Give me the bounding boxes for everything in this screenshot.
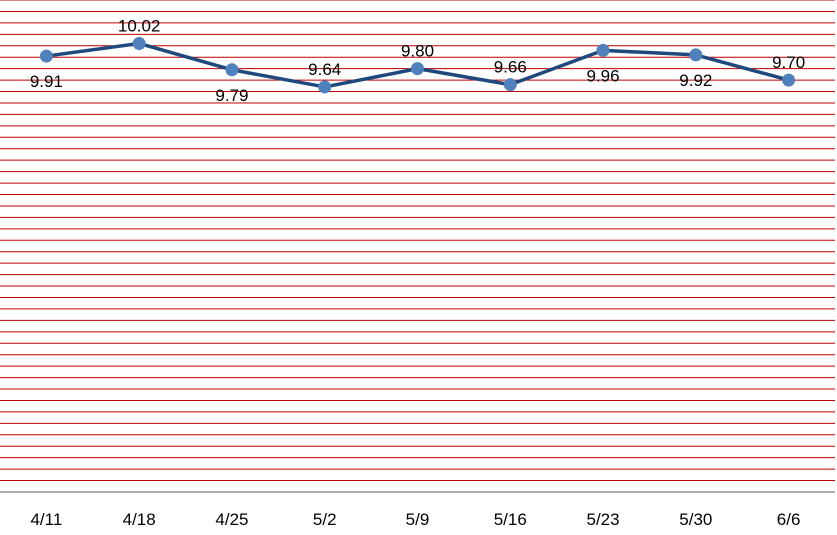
x-tick-label: 5/9 bbox=[406, 510, 430, 529]
x-tick-label: 4/11 bbox=[30, 510, 62, 529]
data-labels: 9.91 10.02 9.79 9.64 9.80 9.66 9.96 9.92 9.70 bbox=[30, 16, 805, 104]
data-point bbox=[132, 36, 146, 50]
x-tick-label: 4/18 bbox=[123, 510, 156, 529]
data-label: 9.66 bbox=[494, 58, 527, 77]
data-label: 9.91 bbox=[30, 72, 63, 91]
x-tick-label: 5/30 bbox=[679, 510, 712, 529]
data-label: 9.80 bbox=[401, 42, 434, 61]
data-point bbox=[503, 78, 517, 92]
data-point bbox=[689, 48, 703, 62]
x-tick-label: 6/6 bbox=[777, 510, 801, 529]
data-point bbox=[411, 62, 424, 76]
x-tick-label: 5/2 bbox=[313, 510, 337, 529]
data-label: 10.02 bbox=[118, 16, 161, 35]
data-point bbox=[318, 80, 332, 94]
data-label: 9.79 bbox=[215, 86, 248, 105]
data-point bbox=[225, 63, 239, 77]
x-tick-label: 5/16 bbox=[494, 510, 527, 529]
data-points bbox=[39, 36, 796, 94]
data-point bbox=[39, 49, 53, 63]
data-label: 9.92 bbox=[679, 71, 712, 90]
data-label: 9.64 bbox=[308, 60, 341, 79]
data-label: 9.96 bbox=[587, 66, 620, 85]
data-label: 9.70 bbox=[772, 53, 805, 72]
x-tick-label: 4/25 bbox=[215, 510, 248, 529]
data-point bbox=[596, 43, 610, 57]
data-point bbox=[782, 73, 796, 87]
x-tick-labels: 4/11 4/18 4/25 5/2 5/9 5/16 5/23 5/30 6/6 bbox=[30, 510, 800, 529]
x-tick-label: 5/23 bbox=[587, 510, 620, 529]
